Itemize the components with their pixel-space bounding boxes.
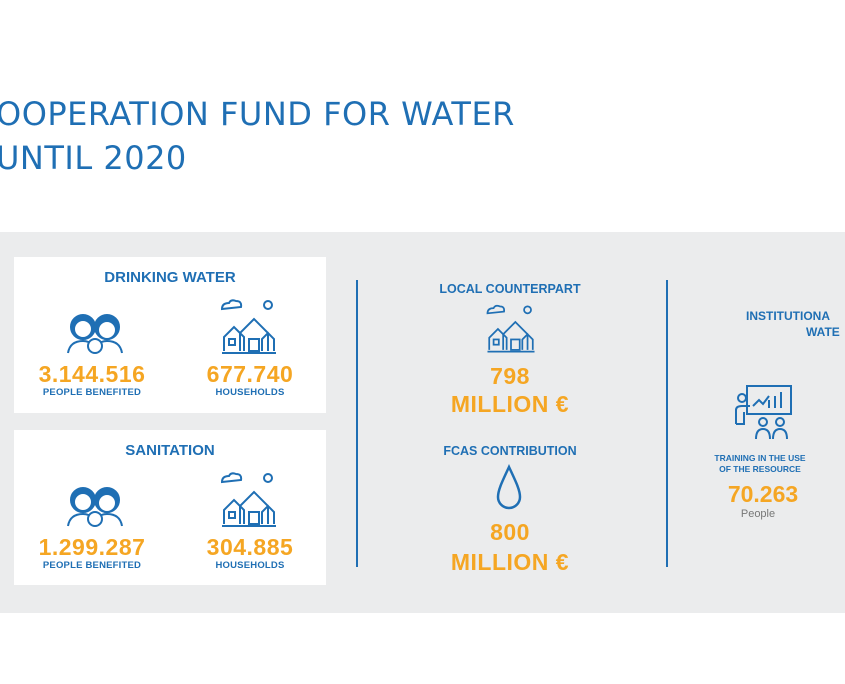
training-label: TRAINING IN THE USE OF THE RESOURCE xyxy=(700,453,820,475)
drinking-households-value: 677.740 xyxy=(206,361,294,387)
sanitation-title: SANITATION xyxy=(125,442,215,459)
drinking-people-value: 3.144.516 xyxy=(38,361,146,387)
divider-right xyxy=(666,280,668,567)
water-drop-icon xyxy=(496,464,522,510)
training-icon xyxy=(735,385,792,440)
drinking-households-label: HOUSEHOLDS xyxy=(215,387,285,398)
institutional-title-line2: WATE xyxy=(806,325,840,339)
drinking-people-stat: 3.144.516 PEOPLE BENEFITED xyxy=(14,361,170,398)
drinking-people-label: PEOPLE BENEFITED xyxy=(42,387,142,398)
sanitation-households-value: 304.885 xyxy=(206,534,294,560)
houses-icon xyxy=(220,299,276,354)
local-counterpart-title: LOCAL COUNTERPART xyxy=(439,282,581,296)
drinking-households-stat: 677.740 HOUSEHOLDS xyxy=(172,361,328,398)
training-value: 70.263 xyxy=(727,481,799,507)
page-title: OOPERATION FUND FOR WATER UNTIL 2020 xyxy=(0,92,515,180)
institutional-title-line1: INSTITUTIONA xyxy=(746,309,830,323)
training-label-line2: OF THE RESOURCE xyxy=(719,464,801,474)
training-label-line1: TRAINING IN THE USE xyxy=(714,453,806,463)
sanitation-people-value: 1.299.287 xyxy=(38,534,146,560)
sanitation-people-stat: 1.299.287 PEOPLE BENEFITED xyxy=(14,534,170,571)
drinking-water-card: DRINKING WATER 3.144.516 PEOPLE BENEFITE… xyxy=(14,257,326,413)
page-title-line1: OOPERATION FUND FOR WATER xyxy=(0,95,515,133)
fcas-contribution-value: 800 xyxy=(490,519,530,545)
page-title-line2: UNTIL 2020 xyxy=(0,139,187,177)
people-icon xyxy=(67,314,123,354)
people-icon xyxy=(67,487,123,527)
houses-icon xyxy=(486,304,535,353)
sanitation-households-stat: 304.885 HOUSEHOLDS xyxy=(172,534,328,571)
houses-icon xyxy=(220,472,276,527)
drinking-water-title: DRINKING WATER xyxy=(104,269,236,286)
training-unit: People xyxy=(740,508,776,520)
sanitation-households-label: HOUSEHOLDS xyxy=(215,560,285,571)
sanitation-card: SANITATION 1.299.287 PEOPLE BENEFITED 30… xyxy=(14,430,326,585)
local-counterpart-unit: MILLION € xyxy=(450,391,570,417)
institutional-title: INSTITUTIONA WATE xyxy=(746,308,840,340)
sanitation-people-label: PEOPLE BENEFITED xyxy=(42,560,142,571)
fcas-contribution-title: FCAS CONTRIBUTION xyxy=(443,444,577,458)
local-counterpart-value: 798 xyxy=(490,363,530,389)
fcas-contribution-unit: MILLION € xyxy=(450,549,570,575)
divider-left xyxy=(356,280,358,567)
